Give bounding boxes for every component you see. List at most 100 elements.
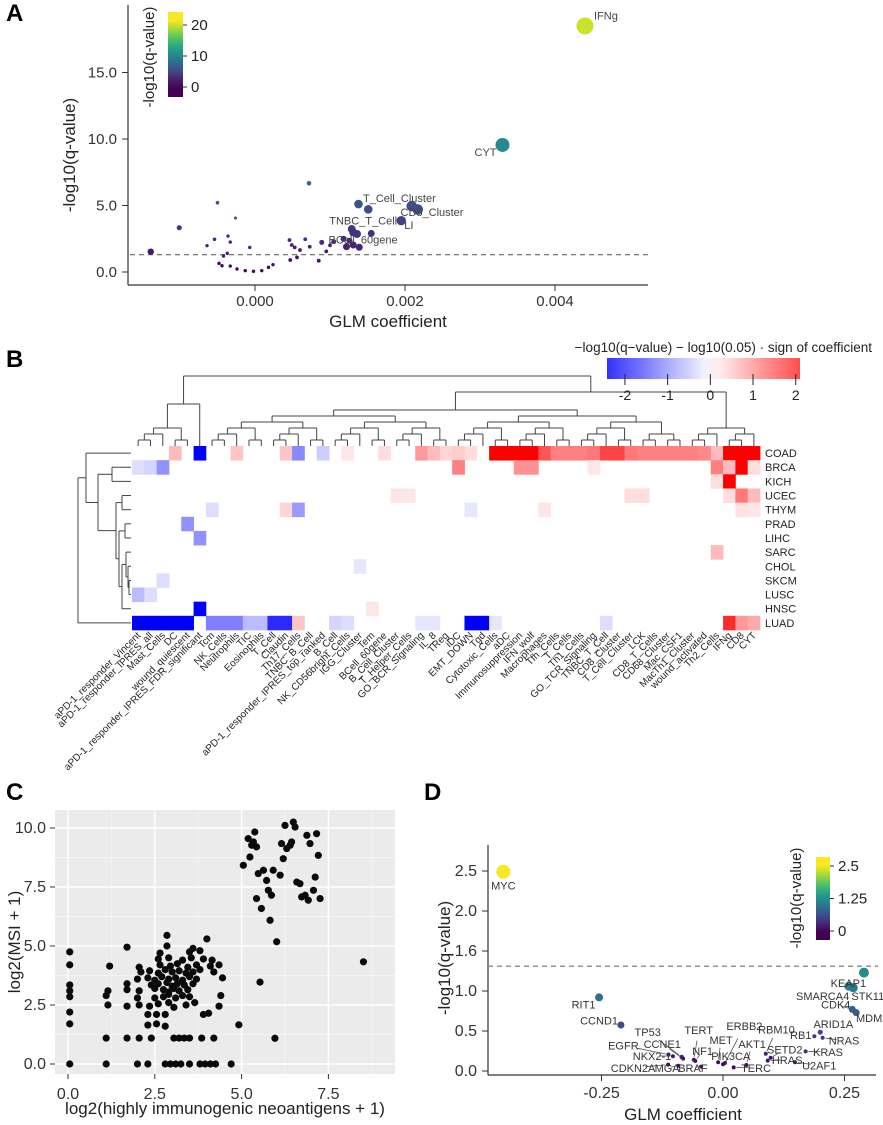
svg-text:-2: -2 xyxy=(619,387,632,403)
svg-text:0.0: 0.0 xyxy=(57,1086,79,1103)
svg-text:LIHC: LIHC xyxy=(765,533,790,545)
svg-text:log2(MSI + 1): log2(MSI + 1) xyxy=(5,891,24,994)
svg-text:T_Cell_Cluster: T_Cell_Cluster xyxy=(363,193,436,205)
svg-text:IFNg: IFNg xyxy=(594,11,618,23)
svg-text:RBM10: RBM10 xyxy=(758,1024,795,1036)
svg-text:TP53: TP53 xyxy=(635,1027,661,1039)
svg-text:0.002: 0.002 xyxy=(386,293,424,310)
svg-text:1: 1 xyxy=(749,387,757,403)
svg-text:CCND1: CCND1 xyxy=(580,1016,618,1028)
svg-text:GLM coefficient: GLM coefficient xyxy=(329,312,447,331)
svg-text:1.0: 1.0 xyxy=(455,983,477,1000)
svg-text:-log10(q-value): -log10(q-value) xyxy=(435,901,454,1015)
panel-c-label: C xyxy=(6,779,24,806)
svg-text:BRAF: BRAF xyxy=(678,1063,708,1075)
svg-text:CCNE1: CCNE1 xyxy=(644,1039,681,1051)
svg-text:MDM2: MDM2 xyxy=(856,1013,883,1025)
panel-c: 0.0 2.5 5.0 7.5 0.0 2.5 5.0 7.5 10.0 log2(highly … xyxy=(5,810,395,1118)
svg-text:TNBC_T_Cell: TNBC_T_Cell xyxy=(329,215,397,227)
svg-text:0.25: 0.25 xyxy=(829,1085,860,1102)
svg-text:2.5: 2.5 xyxy=(144,1086,166,1103)
svg-text:0.00: 0.00 xyxy=(707,1085,738,1102)
svg-text:AKT1: AKT1 xyxy=(738,1039,766,1051)
svg-text:KEAP1: KEAP1 xyxy=(831,978,866,990)
svg-text:BRCA: BRCA xyxy=(765,462,796,474)
svg-text:1.6: 1.6 xyxy=(455,943,477,960)
panel-d-colorbar: 2.5 1.25 0 -log10(q-value) xyxy=(788,848,867,949)
svg-text:UCEC: UCEC xyxy=(765,491,796,503)
svg-text:7.5: 7.5 xyxy=(24,879,46,896)
svg-text:2.5: 2.5 xyxy=(838,858,859,875)
svg-text:10.0: 10.0 xyxy=(15,820,46,837)
svg-text:KRAS: KRAS xyxy=(813,1047,843,1059)
svg-text:-log10(q-value): -log10(q-value) xyxy=(141,7,158,108)
svg-text:CHOL: CHOL xyxy=(765,561,796,573)
svg-text:-log10(q-value): -log10(q-value) xyxy=(60,98,79,212)
svg-text:1.25: 1.25 xyxy=(838,891,867,908)
panel-a-points xyxy=(147,17,594,274)
svg-text:EGFR: EGFR xyxy=(608,1040,639,1052)
svg-text:SARC: SARC xyxy=(765,547,796,559)
svg-text:HNSC: HNSC xyxy=(765,604,796,616)
svg-text:CD8_Cluster: CD8_Cluster xyxy=(401,207,464,219)
svg-text:2.5: 2.5 xyxy=(24,997,46,1014)
column-dendrogram xyxy=(137,375,755,446)
svg-text:SMARCA4: SMARCA4 xyxy=(796,991,849,1003)
svg-text:SKCM: SKCM xyxy=(765,575,797,587)
panel-d: -0.25 0.00 0.25 0.0 0.5 1.0 1.6 2.0 2.5 GLM coeff… xyxy=(435,845,883,1124)
panel-a-label: A xyxy=(6,0,24,27)
panel-b: COAD BRCA KICH UCEC THYM PRAD LIHC SARC CHOL SKCM… xyxy=(52,340,872,773)
panel-a: 0.000 0.002 0.004 0.0 5.0 10.0 15.0 GLM coeffic… xyxy=(60,5,648,331)
svg-text:MET: MET xyxy=(709,1035,733,1047)
svg-text:2: 2 xyxy=(792,387,800,403)
svg-text:10.0: 10.0 xyxy=(88,131,117,148)
svg-text:MGA: MGA xyxy=(655,1063,681,1075)
svg-text:−log10(q−value) − log10(0.05): −log10(q−value) − log10(0.05) · sign of … xyxy=(575,340,873,355)
svg-text:log2(highly immunogenic neoant: log2(highly immunogenic neoantigens + 1) xyxy=(65,1099,385,1118)
svg-text:0: 0 xyxy=(706,387,714,403)
svg-text:NRAS: NRAS xyxy=(829,1036,860,1048)
panel-b-colorbar: −log10(q−value) − log10(0.05) · sign of … xyxy=(575,340,873,403)
svg-text:BCell_60gene: BCell_60gene xyxy=(329,235,398,247)
svg-text:SETD2: SETD2 xyxy=(767,1044,802,1056)
panel-d-points xyxy=(496,864,869,1070)
svg-text:LI: LI xyxy=(404,220,413,232)
svg-text:0.0: 0.0 xyxy=(24,1056,46,1073)
svg-text:5.0: 5.0 xyxy=(230,1086,252,1103)
svg-text:NKX2-1: NKX2-1 xyxy=(633,1051,672,1063)
svg-text:20: 20 xyxy=(191,17,208,34)
svg-text:5.0: 5.0 xyxy=(96,198,117,215)
svg-text:LUAD: LUAD xyxy=(765,618,794,630)
svg-text:GLM coefficient: GLM coefficient xyxy=(624,1105,742,1124)
svg-text:TERT: TERT xyxy=(684,1025,713,1037)
svg-text:0.5: 0.5 xyxy=(455,1023,477,1040)
panel-b-label: B xyxy=(6,346,24,373)
svg-text:0: 0 xyxy=(191,79,199,96)
panel-d-label: D xyxy=(424,779,442,806)
leader-lines xyxy=(637,1005,849,1069)
svg-text:0.0: 0.0 xyxy=(96,264,117,281)
row-dendrogram xyxy=(77,452,131,624)
svg-text:PRAD: PRAD xyxy=(765,519,796,531)
svg-text:CDK4: CDK4 xyxy=(821,1000,850,1012)
svg-text:7.5: 7.5 xyxy=(317,1086,339,1103)
svg-text:NF1: NF1 xyxy=(692,1046,713,1058)
svg-text:0.0: 0.0 xyxy=(455,1063,477,1080)
svg-text:-0.25: -0.25 xyxy=(583,1085,620,1102)
svg-text:HRAS: HRAS xyxy=(772,1055,803,1067)
svg-text:ARID1A: ARID1A xyxy=(813,1019,853,1031)
svg-text:-log10(q-value): -log10(q-value) xyxy=(788,848,805,949)
svg-text:0: 0 xyxy=(838,923,846,940)
svg-text:PIK3CA: PIK3CA xyxy=(711,1051,751,1063)
heatmap-cells xyxy=(132,446,761,631)
svg-text:THYM: THYM xyxy=(765,505,796,517)
svg-text:2.0: 2.0 xyxy=(455,903,477,920)
svg-text:10: 10 xyxy=(191,48,208,65)
svg-text:-1: -1 xyxy=(661,387,674,403)
svg-text:RIT1: RIT1 xyxy=(572,1000,596,1012)
svg-text:0.004: 0.004 xyxy=(536,293,574,310)
svg-text:LUSC: LUSC xyxy=(765,590,794,602)
